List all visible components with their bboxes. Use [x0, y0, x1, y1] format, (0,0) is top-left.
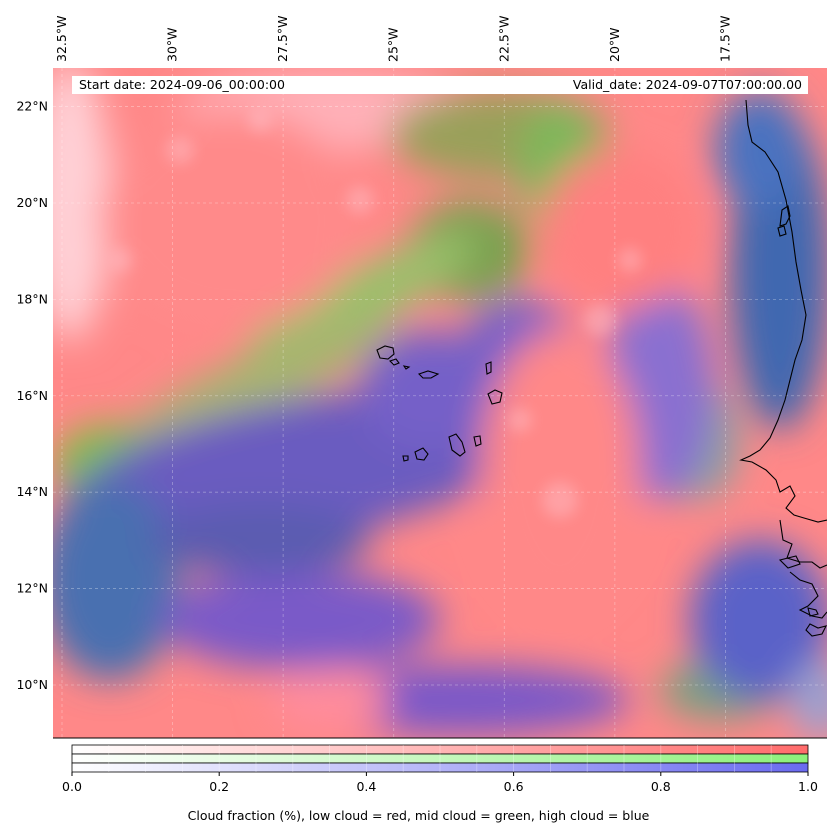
start-date-value: 2024-09-06_00:00:00 [149, 77, 285, 92]
longitude-tick-label: 17.5°W [717, 16, 732, 62]
start-date-prefix: Start date: [79, 77, 146, 92]
island-boa-vista [487, 389, 503, 405]
longitude-tick-label: 20°W [607, 27, 622, 62]
longitude-tick-label: 25°W [386, 27, 401, 62]
island-sao-nicolau [417, 370, 440, 379]
colorbar-tick-label: 0.4 [356, 779, 376, 794]
colorbar-high-cloud [71, 762, 809, 773]
island-santo-antao [376, 345, 395, 360]
island-brava [402, 455, 409, 462]
longitude-tick-label: 27.5°W [275, 16, 290, 62]
colorbar-tick-label: 1.0 [798, 779, 818, 794]
latitude-tick-label: 18°N [16, 291, 48, 306]
island-sao-vicente [388, 358, 400, 366]
coastlines [376, 99, 827, 637]
longitude-tick-label: 30°W [165, 27, 180, 62]
longitude-labels: 32.5°W 30°W 27.5°W 25°W 22.5°W 20°W 17.5°W [54, 16, 732, 62]
colorbar: 0.0 0.2 0.4 0.6 0.8 1.0 [62, 744, 818, 794]
latitude-tick-label: 12°N [16, 581, 48, 596]
colorbar-tick-label: 0.6 [504, 779, 524, 794]
colorbar-tick-label: 0.0 [62, 779, 82, 794]
valid-date-value: 2024-09-07T07:00:00.00 [645, 77, 802, 92]
island-sal [485, 361, 492, 375]
colorbar-title: Cloud fraction (%), low cloud = red, mid… [187, 808, 650, 823]
colorbar-tick-label: 0.8 [651, 779, 671, 794]
island-santa-luzia [402, 365, 411, 370]
latitude-labels: 22°N 20°N 18°N 16°N 14°N 12°N 10°N [16, 99, 48, 692]
latitude-tick-label: 22°N [16, 99, 48, 114]
colorbar-tick-label: 0.2 [209, 779, 229, 794]
latitude-tick-label: 10°N [16, 677, 48, 692]
start-date-label: Start date: 2024-09-06_00:00:00 [72, 76, 379, 94]
latitude-tick-label: 20°N [16, 195, 48, 210]
gridlines [53, 68, 827, 738]
longitude-tick-label: 22.5°W [496, 16, 511, 62]
island-fogo [414, 447, 429, 461]
longitude-tick-label: 32.5°W [54, 16, 69, 62]
africa-coastline [739, 99, 827, 523]
latitude-tick-label: 16°N [16, 388, 48, 403]
latitude-tick-label: 14°N [16, 484, 48, 499]
cloud-field [53, 68, 827, 738]
island-santiago [448, 433, 466, 457]
valid-date-label: Valid_date: 2024-09-07T07:00:00.00 [372, 76, 808, 94]
valid-date-prefix: Valid_date: [572, 77, 642, 92]
island-maio [473, 435, 482, 447]
